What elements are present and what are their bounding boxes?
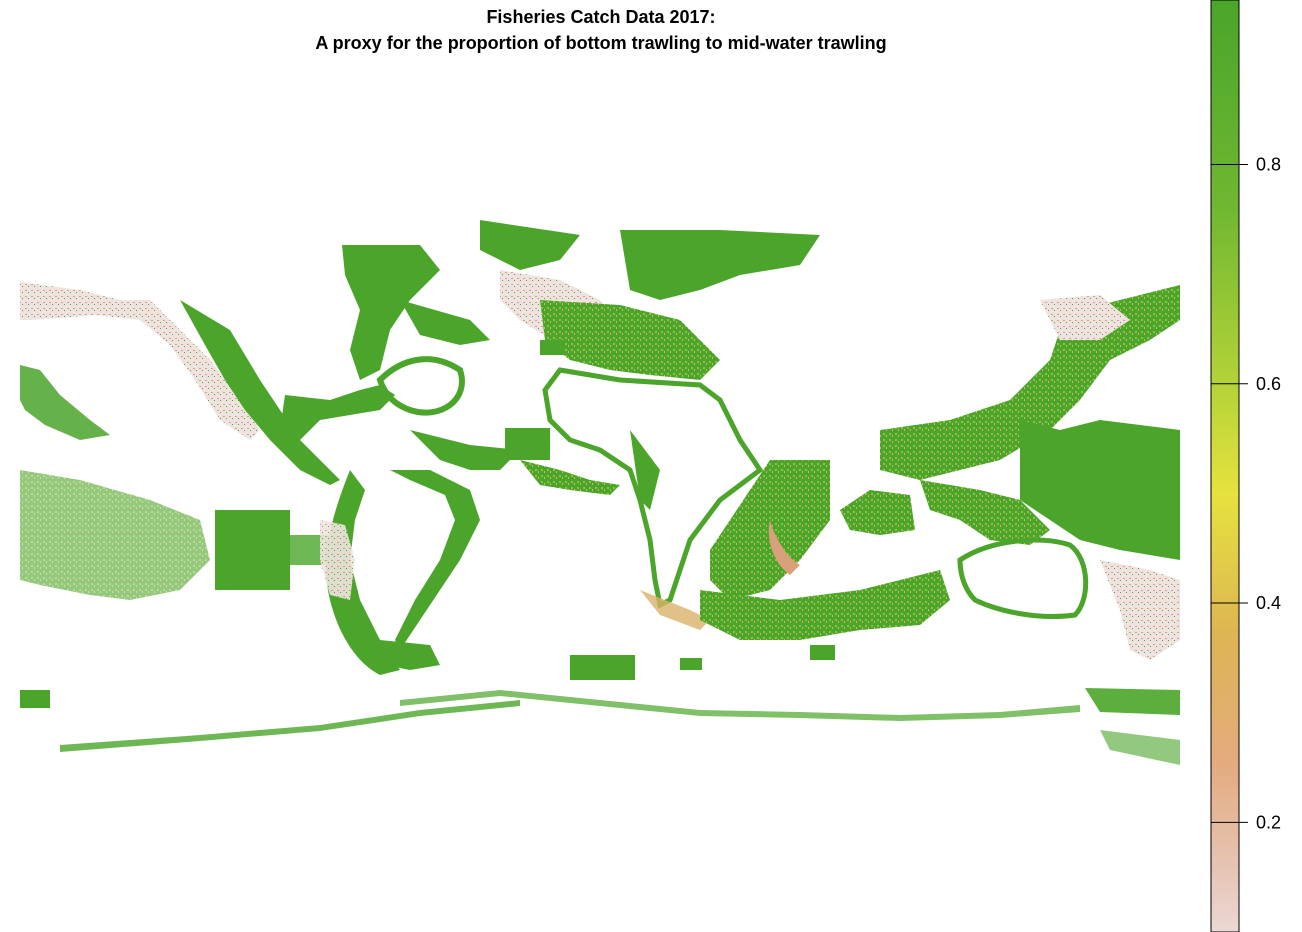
legend-tick-label: 0.2: [1256, 812, 1281, 832]
southern-ocean-shelf: [400, 690, 1080, 721]
map-title-line-1: Fisheries Catch Data 2017:: [486, 7, 716, 27]
legend-tick-label: 0.6: [1256, 374, 1281, 394]
north-america-shelf: [180, 245, 490, 485]
legend-color-bar: [1210, 0, 1240, 932]
legend-tick-label: 0.4: [1256, 593, 1281, 613]
asia-pacific-fisheries: [880, 285, 1180, 765]
south-america-shelf: [320, 470, 480, 675]
legend-ticks: 0.2 0.4 0.6 0.8: [1211, 154, 1281, 832]
indian-ocean-fisheries: [570, 460, 950, 680]
map-title-line-2: A proxy for the proportion of bottom tra…: [315, 33, 887, 53]
north-atlantic-shelf: [410, 220, 820, 470]
legend-tick-label: 0.8: [1256, 154, 1281, 174]
gulf-of-guinea-shelf: [505, 428, 660, 510]
africa-shelf: [542, 367, 764, 630]
